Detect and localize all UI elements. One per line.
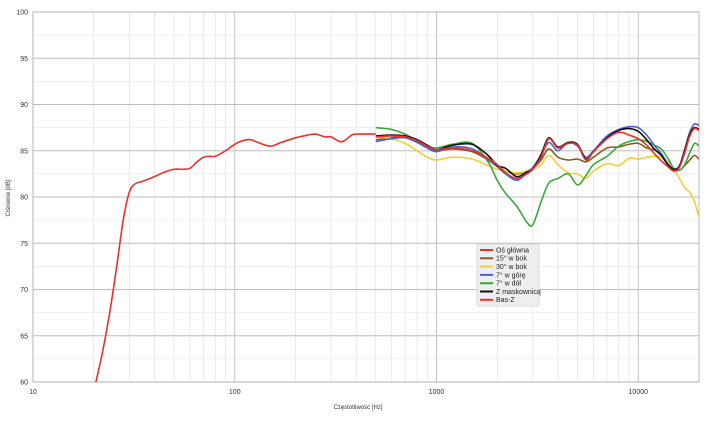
series-line-6: [95, 133, 376, 382]
x-tick-label: 10: [29, 389, 37, 396]
y-tick-label: 100: [16, 10, 28, 17]
series-line-5: [375, 126, 699, 178]
legend-label: Z maskownicą: [496, 289, 541, 296]
series-lines: [95, 122, 699, 382]
series-line-4: [375, 126, 699, 227]
plot-frame: [32, 11, 700, 383]
x-axis-ticks: 10 100 1000 10000: [29, 389, 648, 396]
series-line-2: [375, 136, 699, 218]
y-tick-label: 80: [20, 195, 28, 202]
grid: [32, 11, 700, 383]
series-line-0: [375, 127, 699, 180]
x-tick-label: 10000: [629, 389, 649, 396]
legend-label: Oś główna: [496, 247, 529, 254]
y-tick-label: 70: [20, 287, 28, 294]
y-tick-label: 85: [20, 148, 28, 155]
y-tick-label: 95: [20, 56, 28, 63]
legend-label: 7° w górę: [496, 271, 526, 279]
series-line-3: [375, 122, 699, 182]
legend-label: 15° w bok: [496, 255, 527, 263]
x-tick-label: 100: [229, 389, 241, 396]
y-tick-label: 65: [20, 333, 28, 340]
legend-label: Bas-Z: [496, 297, 515, 304]
y-axis-title: Ciśnienie [dB]: [6, 179, 12, 216]
x-tick-label: 1000: [429, 389, 445, 396]
legend-label: 30° w bok: [496, 263, 527, 271]
y-tick-label: 90: [20, 102, 28, 109]
y-axis-ticks: 60 65 70 75 80 85 90 95 100: [16, 10, 28, 387]
y-tick-label: 60: [20, 380, 28, 387]
legend-label: 7° w dół: [496, 280, 521, 288]
x-axis-title: Częstotliwość [Hz]: [333, 405, 382, 411]
y-tick-label: 75: [20, 241, 28, 248]
